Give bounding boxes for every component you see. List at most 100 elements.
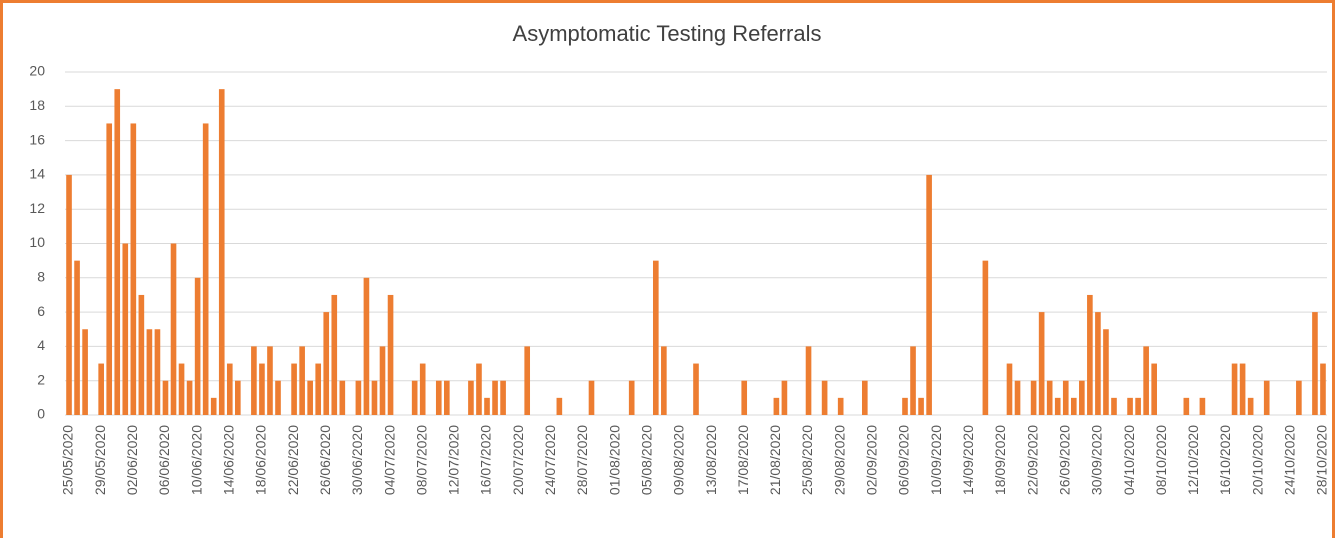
bar [1127,397,1133,415]
bar [251,346,257,415]
bar [902,397,908,415]
bar [918,397,924,415]
bar [146,329,153,415]
x-tick-label: 28/10/2020 [1314,425,1330,495]
bar [419,363,426,415]
bar [323,312,330,415]
bar [926,174,932,415]
bar [628,380,635,415]
x-tick-label: 08/07/2020 [413,425,429,495]
bar [837,397,844,415]
bar [162,380,169,415]
x-tick-label: 09/08/2020 [671,425,687,495]
y-tick-label: 20 [29,63,45,79]
bar [178,363,185,415]
x-tick-label: 29/05/2020 [92,425,108,495]
x-tick-label: 21/08/2020 [767,425,783,495]
bar [1038,312,1045,415]
bar [122,243,129,415]
x-tick-label: 22/09/2020 [1024,425,1040,495]
bar [805,346,812,415]
bar [1296,380,1302,415]
bar [74,260,80,415]
y-tick-label: 16 [29,131,45,147]
bar [476,363,482,415]
bar [114,89,121,416]
bar [387,294,394,415]
bar [652,260,659,415]
y-tick-label: 0 [37,406,45,422]
bar [444,380,450,415]
bar [1062,380,1069,415]
bar [1135,397,1141,415]
bar [821,380,828,415]
bar [1095,312,1101,415]
bar [468,380,474,415]
bar [1103,329,1109,415]
x-tick-label: 30/09/2020 [1089,425,1105,495]
bar [1231,363,1238,415]
bar [484,397,490,415]
bar [218,89,225,416]
bar [1239,363,1246,415]
bar [861,380,868,415]
bar [588,380,595,415]
bar [693,363,699,415]
bar [1111,397,1117,415]
y-tick-label: 12 [29,200,45,216]
x-tick-label: 16/07/2020 [478,425,494,495]
x-tick-label: 12/10/2020 [1185,425,1201,495]
x-tick-label: 26/06/2020 [317,425,333,495]
bar [299,346,305,415]
bar [82,329,88,415]
x-tick-label: 14/06/2020 [220,425,236,495]
x-tick-label: 08/10/2020 [1153,425,1169,495]
bar [1263,380,1270,415]
bar [1054,397,1061,415]
x-tick-label: 05/08/2020 [638,425,654,495]
bar [315,363,322,415]
bar [982,260,989,415]
chart-title: Asymptomatic Testing Referrals [513,21,822,46]
x-tick-label: 04/10/2020 [1121,425,1137,495]
bar [1046,380,1053,415]
y-tick-label: 2 [37,371,45,387]
bar [1312,312,1318,415]
bar [226,363,233,415]
bar [331,294,338,415]
x-tick-label: 28/07/2020 [574,425,590,495]
x-tick-label: 01/08/2020 [606,425,622,495]
x-tick-label: 18/09/2020 [992,425,1008,495]
bar [492,380,498,415]
bar [267,346,273,415]
bar [1030,380,1037,415]
bar [130,123,137,415]
bar [500,380,506,415]
bar [371,380,378,415]
bar [66,174,72,415]
x-tick-label: 30/06/2020 [349,425,365,495]
bar [910,346,916,415]
bar [339,380,346,415]
y-tick-label: 18 [29,97,45,113]
x-tick-label: 20/07/2020 [510,425,526,495]
bar [1006,363,1013,415]
bar [363,277,370,415]
x-tick-label: 02/06/2020 [124,425,140,495]
bar [781,380,788,415]
x-tick-label: 14/09/2020 [960,425,976,495]
x-tick-label: 10/06/2020 [188,425,204,495]
y-tick-label: 14 [29,166,45,182]
y-tick-label: 6 [37,303,45,319]
bar [773,397,780,415]
bar [1079,380,1085,415]
bar [355,380,362,415]
y-tick-label: 10 [29,234,45,250]
bar [235,380,241,415]
bar [154,329,161,415]
bar [1070,397,1077,415]
bar [106,123,113,415]
bar [1320,363,1326,415]
y-tick-label: 4 [37,337,45,353]
